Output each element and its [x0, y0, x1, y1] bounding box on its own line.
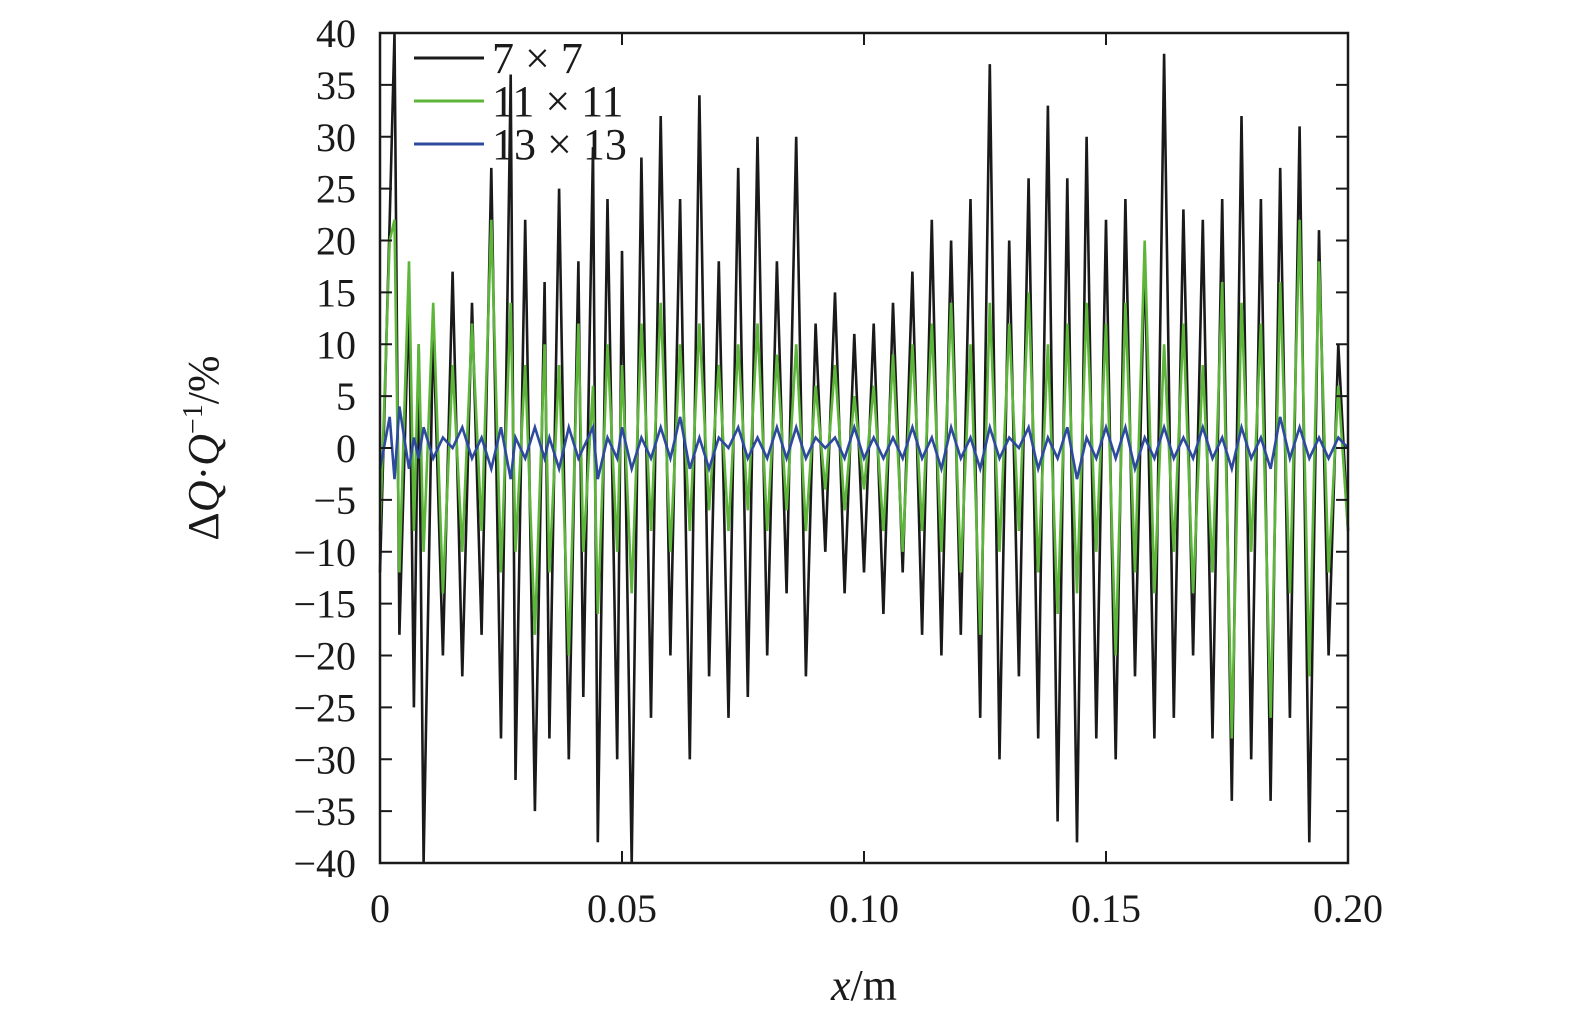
- series-line-2: [378, 219, 1350, 739]
- legend-label-2: 11 × 11: [492, 77, 624, 126]
- y-axis-label-unit: /%: [179, 355, 228, 404]
- y-tick-label: 10: [316, 322, 356, 367]
- y-tick-label: −35: [293, 789, 356, 834]
- y-tick-label: −15: [293, 582, 356, 627]
- y-axis-label-exponent: −1: [178, 404, 209, 434]
- y-tick-label: −20: [293, 634, 356, 679]
- y-tick-label: 20: [316, 219, 356, 264]
- y-tick-label: −25: [293, 685, 356, 730]
- legend-label-1: 7 × 7: [492, 34, 583, 83]
- y-tick-label: −5: [313, 478, 356, 523]
- y-axis-label-q2: Q: [179, 434, 228, 466]
- y-axis-label: ΔQ·Q−1/%: [178, 355, 228, 540]
- ticks-layer: 0 0.05 0.10 0.15 0.20 40 35 30 25 20 15 10 5 0 −5 −10 −1…: [293, 11, 1383, 931]
- x-axis-label-variable: x: [830, 961, 851, 1010]
- y-tick-label: −10: [293, 530, 356, 575]
- y-axis-label-delta: Δ: [179, 512, 228, 540]
- y-tick-label: 30: [316, 115, 356, 160]
- y-tick-label: 0: [336, 426, 356, 471]
- x-tick-label: 0.10: [829, 886, 899, 931]
- legend-label-3: 13 × 13: [492, 120, 627, 169]
- x-axis-label: x/m: [830, 961, 897, 1010]
- series-layer: [378, 32, 1350, 864]
- y-tick-label: 35: [316, 63, 356, 108]
- x-tick-label: 0.20: [1313, 886, 1383, 931]
- y-axis-label-q1: Q: [179, 481, 228, 513]
- y-tick-label: 40: [316, 11, 356, 56]
- y-tick-label: −30: [293, 737, 356, 782]
- x-tick-label: 0.15: [1071, 886, 1141, 931]
- x-tick-label: 0: [370, 886, 390, 931]
- y-axis-label-dot: ·: [179, 466, 228, 481]
- x-axis-label-unit: /m: [851, 961, 897, 1010]
- y-tick-label: 25: [316, 167, 356, 212]
- y-tick-label: 15: [316, 270, 356, 315]
- y-tick-label: −40: [293, 841, 356, 886]
- x-tick-label: 0.05: [587, 886, 657, 931]
- series-line-3: [378, 406, 1349, 480]
- y-tick-label: 5: [336, 374, 356, 419]
